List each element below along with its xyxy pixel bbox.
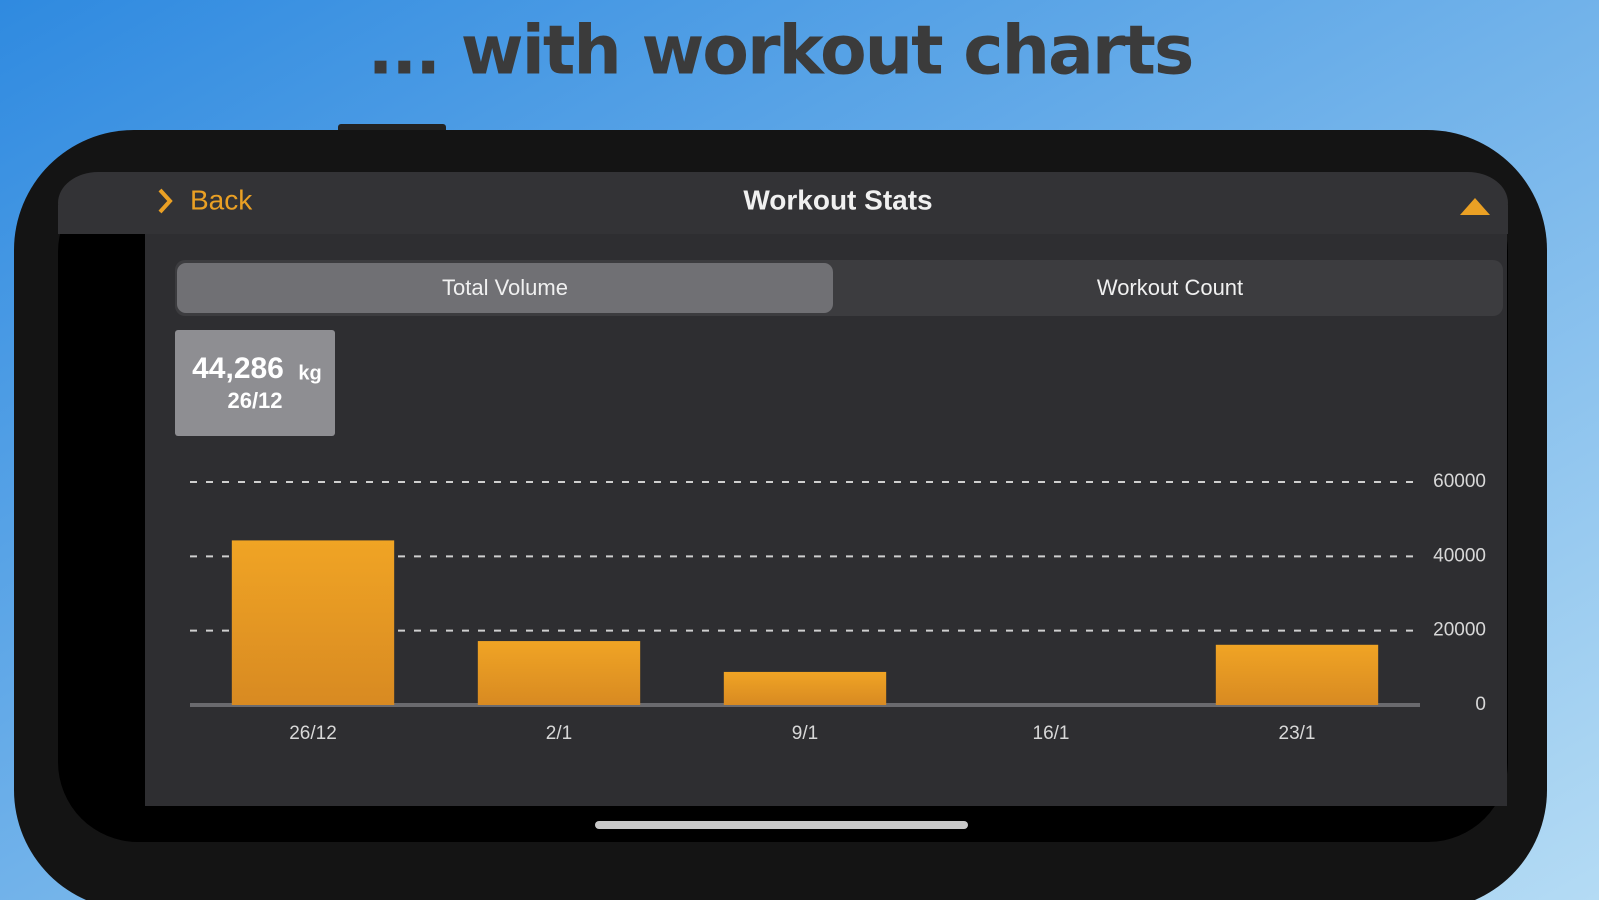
y-tick-label: 0	[1475, 694, 1486, 715]
y-tick-label: 40000	[1433, 545, 1486, 566]
headline: ... with workout charts	[368, 12, 1193, 91]
tab[interactable]: Total Volume	[442, 275, 568, 300]
tooltip-unit: kg	[298, 362, 321, 384]
tooltip-date: 26/12	[227, 388, 282, 413]
home-indicator	[595, 821, 968, 829]
content	[145, 234, 1507, 806]
nav-title: Workout Stats	[743, 184, 932, 215]
tab-selected[interactable]	[177, 263, 833, 313]
tooltip	[175, 330, 335, 436]
back-chevron[interactable]	[158, 188, 173, 214]
x-tick-label: 9/1	[792, 723, 818, 744]
tab[interactable]: Workout Count	[1097, 275, 1243, 300]
chart: 0 20000 40000 60000 26/12 2/1 9/1 16/1 23/1	[190, 471, 1486, 744]
bar	[477, 641, 641, 705]
tooltip-value: 44,286	[192, 352, 284, 385]
nav-bar-fill	[58, 205, 1508, 234]
back-button[interactable]: Back	[190, 184, 253, 215]
x-tick-label: 2/1	[546, 723, 572, 744]
bar	[723, 671, 887, 705]
y-tick-label: 60000	[1433, 471, 1486, 492]
x-tick-label: 23/1	[1279, 723, 1316, 744]
x-tick-label: 16/1	[1033, 723, 1070, 744]
bar	[1215, 644, 1379, 705]
y-tick-label: 20000	[1433, 620, 1486, 641]
bar	[231, 540, 395, 705]
x-tick-label: 26/12	[289, 723, 337, 744]
share-icon[interactable]	[1460, 198, 1490, 215]
